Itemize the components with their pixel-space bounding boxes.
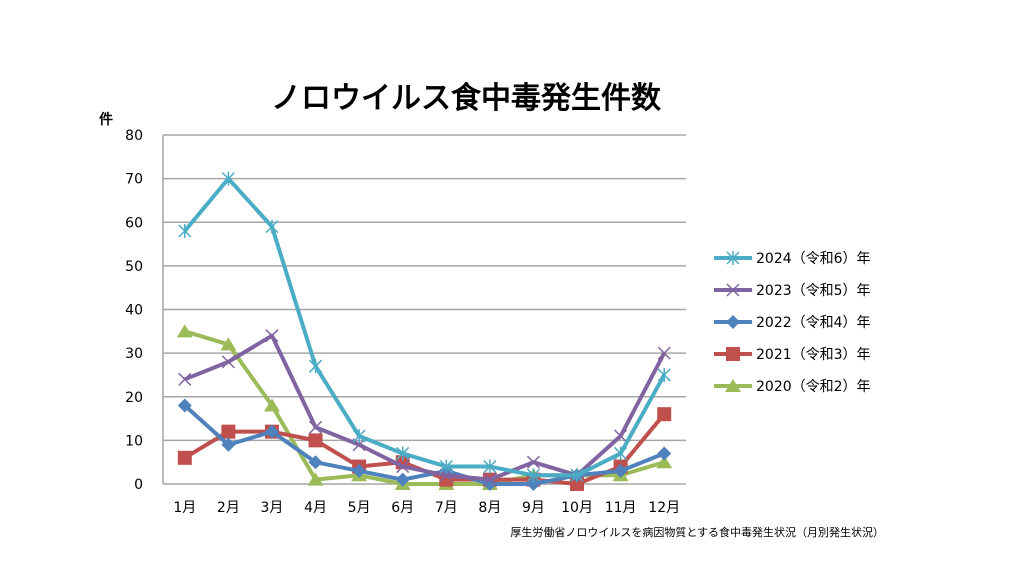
data-point <box>265 329 279 343</box>
x-tick-label: 2月 <box>217 500 240 516</box>
data-point <box>221 437 236 452</box>
data-point <box>177 398 192 413</box>
y-tick-label: 80 <box>125 128 143 144</box>
series-2024（令和6）年 <box>178 171 671 483</box>
data-point <box>221 355 235 369</box>
data-point <box>657 407 672 422</box>
chart-title: ノロウイルス食中毒発生件数 <box>271 81 662 116</box>
data-point <box>483 473 497 487</box>
legend-label: 2021（令和3）年 <box>756 347 871 363</box>
series-line <box>183 176 666 478</box>
data-point <box>264 424 279 439</box>
x-tick-label: 6月 <box>391 500 414 516</box>
data-point <box>178 372 192 386</box>
x-tick-label: 12月 <box>648 500 680 516</box>
x-tick-label: 10月 <box>561 500 593 516</box>
data-point <box>263 398 280 412</box>
y-tick-label: 10 <box>125 433 143 449</box>
legend-label: 2024（令和6）年 <box>756 251 871 267</box>
data-point <box>177 450 192 465</box>
data-point <box>352 429 366 444</box>
data-point <box>526 477 541 491</box>
x-tick-label: 5月 <box>348 500 371 516</box>
y-tick-label: 50 <box>125 259 143 275</box>
x-tick-label: 1月 <box>173 500 196 516</box>
data-point <box>657 367 671 382</box>
x-tick-label: 9月 <box>522 500 545 516</box>
data-point <box>221 171 235 186</box>
y-tick-label: 60 <box>125 215 143 231</box>
legend-item: 2022（令和4）年 <box>714 315 871 331</box>
data-point <box>309 359 323 374</box>
x-tick-label: 11月 <box>605 500 637 516</box>
data-point <box>265 219 279 234</box>
data-point <box>570 477 585 491</box>
legend-label: 2020（令和2）年 <box>756 379 871 395</box>
data-point <box>656 455 673 469</box>
data-point <box>352 463 367 478</box>
data-point <box>570 468 584 483</box>
data-point <box>396 460 410 474</box>
data-point <box>307 472 324 486</box>
x-tick-label: 3月 <box>260 500 283 516</box>
y-tick-label: 30 <box>125 346 143 362</box>
data-point <box>657 446 672 461</box>
x-tick-label: 7月 <box>435 500 458 516</box>
data-point <box>178 223 192 238</box>
x-tick-label: 4月 <box>304 500 327 516</box>
legend-label: 2023（令和5）年 <box>756 283 871 299</box>
y-tick-label: 0 <box>134 477 143 493</box>
data-point <box>308 455 323 470</box>
legend-marker <box>726 251 740 265</box>
data-point <box>176 324 193 338</box>
series-line <box>184 333 666 482</box>
legend-item: 2021（令和3）年 <box>714 347 871 363</box>
y-tick-label: 70 <box>125 172 143 188</box>
y-tick-label: 40 <box>125 303 143 319</box>
legend-marker <box>726 347 740 361</box>
y-axis-label: 件 <box>99 111 113 128</box>
legend-item: 2020（令和2）年 <box>714 379 871 395</box>
legend-label: 2022（令和4）年 <box>756 315 871 331</box>
data-point <box>308 433 323 448</box>
source-note: 厚生労働省ノロウイルスを病因物質とする食中毒発生状況（月別発生状況） <box>510 525 884 539</box>
legend-item: 2024（令和6）年 <box>714 251 871 267</box>
data-point <box>483 459 497 474</box>
data-point <box>221 424 236 439</box>
y-tick-label: 20 <box>125 390 143 406</box>
data-point <box>309 420 323 434</box>
legend-marker <box>726 315 740 329</box>
x-tick-label: 8月 <box>478 500 501 516</box>
series-line <box>183 403 665 486</box>
series-2021（令和3）年 <box>177 407 672 491</box>
legend-marker <box>725 379 741 392</box>
data-point <box>614 446 628 461</box>
data-point <box>526 455 540 469</box>
data-point <box>657 346 671 360</box>
data-point <box>439 459 453 474</box>
data-point <box>613 463 628 478</box>
data-point <box>220 337 237 351</box>
data-point <box>395 472 410 487</box>
legend-marker <box>726 283 740 297</box>
data-point <box>526 468 540 483</box>
data-point <box>396 446 410 461</box>
legend-item: 2023（令和5）年 <box>714 283 871 299</box>
data-point <box>614 429 628 443</box>
